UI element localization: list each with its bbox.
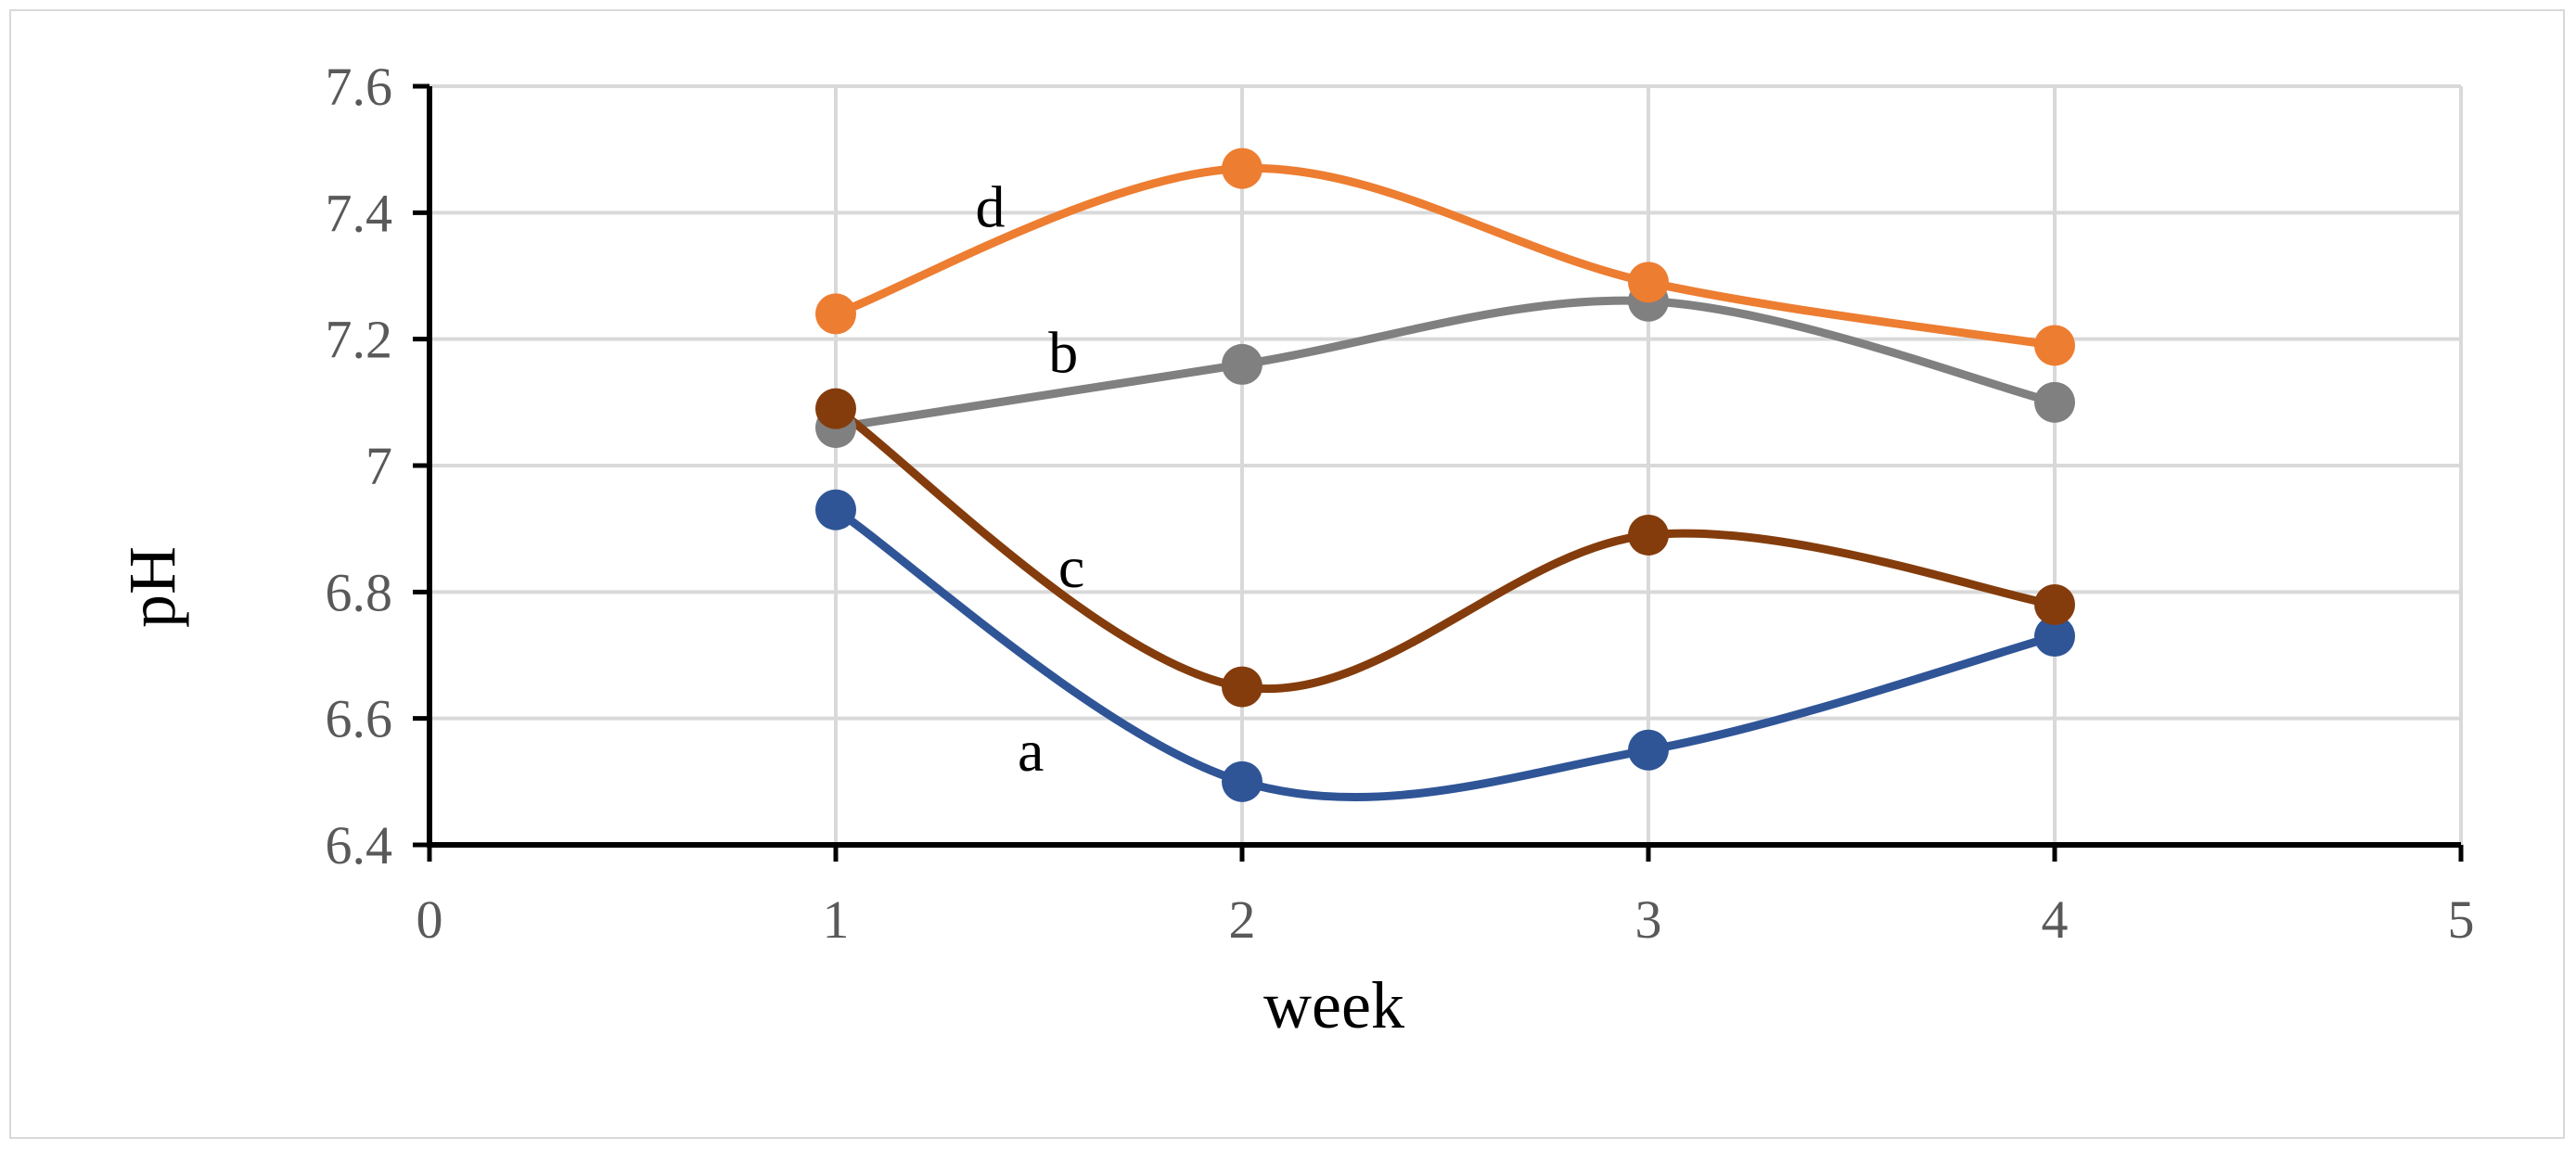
data-point-d xyxy=(2034,325,2075,366)
x-tick-labels: 0 1 2 3 4 5 xyxy=(417,889,2475,950)
series-labels: a b c d xyxy=(975,174,1084,784)
y-tick-label: 7.4 xyxy=(326,183,393,243)
data-point-a xyxy=(1628,729,1669,771)
data-point-b xyxy=(1222,343,1262,385)
y-axis-title: pH xyxy=(115,546,189,628)
y-tick-label: 6.6 xyxy=(326,689,393,749)
data-point-a xyxy=(815,489,856,530)
x-tick-label: 0 xyxy=(417,889,443,950)
x-tick-label: 3 xyxy=(1635,889,1662,950)
y-tick-label: 7.2 xyxy=(326,310,393,370)
chart-frame xyxy=(9,9,2565,1139)
gridlines xyxy=(429,84,2463,845)
series-label-d: d xyxy=(975,174,1005,240)
x-tick-label: 2 xyxy=(1229,889,1256,950)
data-point-d xyxy=(815,293,856,335)
y-tick-label: 6.8 xyxy=(326,562,393,622)
y-tick-labels: 6.4 6.6 6.8 7 7.2 7.4 7.6 xyxy=(326,57,393,875)
data-point-d xyxy=(1628,262,1669,303)
series-line-b xyxy=(831,296,2059,432)
series-line-d xyxy=(831,163,2059,350)
y-tick-label: 6.4 xyxy=(326,815,393,875)
series-label-a: a xyxy=(1018,718,1044,784)
x-tick-label: 4 xyxy=(2042,889,2069,950)
data-point-b xyxy=(2034,381,2075,423)
data-point-c xyxy=(1222,666,1262,708)
data-point-c xyxy=(815,388,856,429)
x-tick-label: 1 xyxy=(823,889,850,950)
data-point-a xyxy=(1222,760,1262,802)
x-tick-label: 5 xyxy=(2448,889,2475,950)
data-point-c xyxy=(2034,583,2075,625)
x-axis-title: week xyxy=(1263,968,1404,1042)
series-label-c: c xyxy=(1058,534,1084,600)
y-tick-label: 7 xyxy=(365,436,392,496)
data-point-a xyxy=(2034,616,2075,658)
series-label-b: b xyxy=(1048,319,1078,385)
data-point-d xyxy=(1222,147,1262,189)
series-line-c xyxy=(831,404,2059,693)
data-point-c xyxy=(1628,514,1669,556)
axes xyxy=(413,83,2464,862)
series-line-a xyxy=(831,505,2059,802)
series-points xyxy=(815,147,2075,802)
series-lines xyxy=(831,163,2059,802)
y-tick-label: 7.6 xyxy=(326,57,393,117)
